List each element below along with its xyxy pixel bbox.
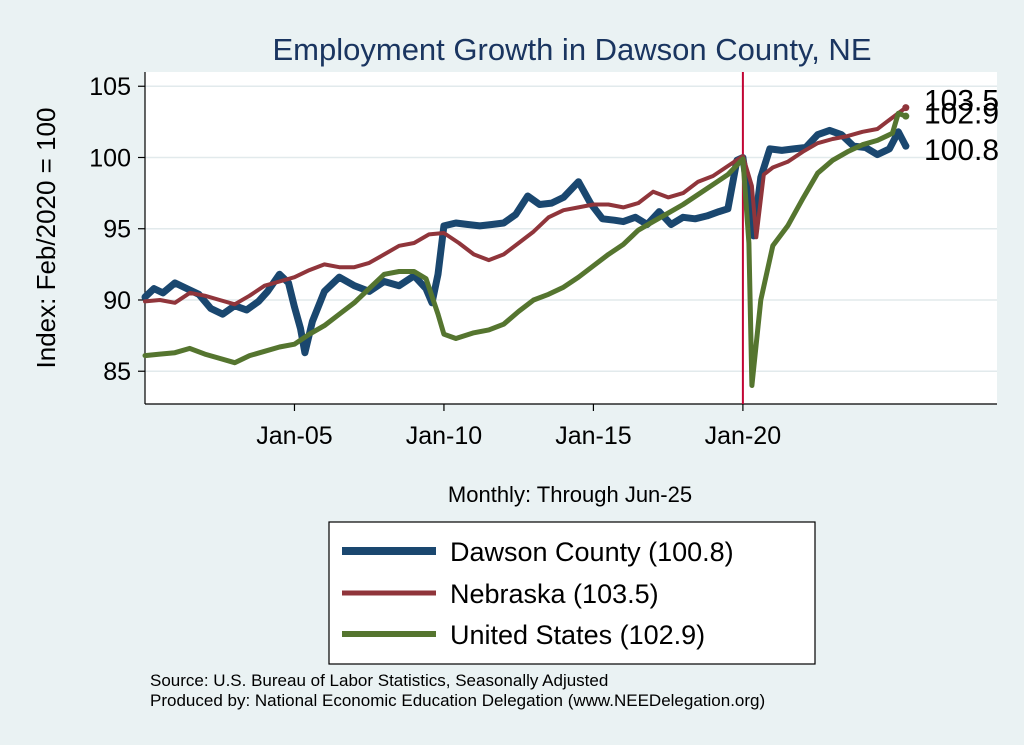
y-tick-label: 105 (89, 73, 131, 101)
legend-label-nebraska: Nebraska (103.5) (450, 579, 659, 609)
series-line-dawson (141, 126, 910, 357)
series-end-marker-us (902, 112, 910, 120)
end-label-dawson: 100.8 (924, 134, 999, 167)
x-tick-label: Jan-05 (256, 422, 332, 450)
legend-label-dawson: Dawson County (100.8) (450, 537, 734, 567)
series-end-marker-nebraska (902, 104, 910, 112)
y-tick-label: 100 (89, 144, 131, 172)
y-axis-label: Index: Feb/2020 = 100 (31, 108, 61, 369)
series-line-nebraska (143, 105, 908, 307)
series-line-us (142, 110, 909, 388)
x-tick-label: Jan-10 (406, 422, 482, 450)
x-tick-label: Jan-15 (555, 422, 631, 450)
legend: Dawson County (100.8) Nebraska (103.5) Uni… (328, 521, 816, 665)
source-note: Source: U.S. Bureau of Labor Statistics,… (150, 671, 609, 690)
grid-lines (145, 85, 997, 372)
x-axis-label: Monthly: Through Jun-25 (448, 482, 692, 507)
y-tick-label: 90 (103, 287, 131, 315)
legend-label-us: United States (102.9) (450, 620, 705, 650)
chart-title: Employment Growth in Dawson County, NE (273, 32, 872, 67)
y-tick-label: 95 (103, 216, 131, 244)
end-label-nebraska: 103.5 (924, 85, 999, 118)
series-lines (141, 105, 910, 388)
producer-note: Produced by: National Economic Education… (150, 691, 766, 710)
axes: 85 90 95 100 105 Jan-05 Jan-10 Jan-15 Jan-20 (89, 72, 997, 450)
plot-area (145, 72, 997, 404)
x-tick-label: Jan-20 (705, 422, 781, 450)
end-label-us: 102.9 (924, 97, 999, 130)
y-tick-label: 85 (103, 358, 131, 386)
series-end-marker-dawson (902, 142, 910, 150)
